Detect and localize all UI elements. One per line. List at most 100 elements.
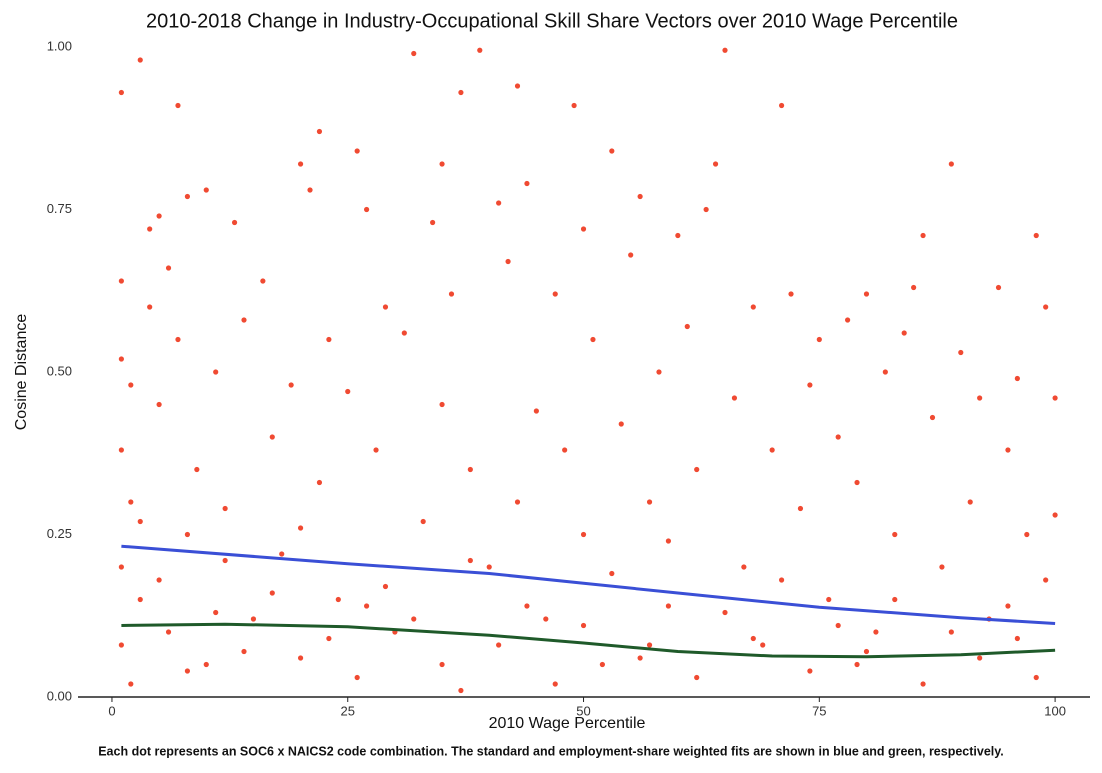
point (128, 382, 134, 388)
point (646, 499, 653, 505)
point (364, 603, 370, 609)
point (156, 213, 162, 219)
point (722, 47, 728, 53)
point (552, 291, 558, 297)
point (156, 577, 162, 583)
point (439, 161, 445, 167)
x-tick-label: 0 (108, 703, 115, 718)
point (722, 609, 728, 616)
point (684, 323, 690, 330)
point (505, 258, 511, 265)
point (665, 603, 672, 609)
point (694, 466, 700, 473)
point (892, 531, 898, 538)
point (147, 226, 153, 232)
point (297, 525, 304, 531)
point (175, 102, 181, 109)
y-tick-label: 0.00 (47, 688, 72, 703)
point (807, 382, 813, 388)
point (137, 596, 143, 603)
y-axis-label: Cosine Distance (13, 314, 30, 431)
point (826, 596, 832, 603)
point (845, 317, 851, 323)
y-tick-label: 0.50 (47, 363, 72, 378)
point (269, 590, 275, 596)
point (948, 161, 954, 167)
point (382, 583, 389, 590)
point (514, 83, 521, 89)
point (920, 681, 926, 687)
x-tick-label: 50 (576, 703, 590, 718)
y-tick-label: 1.00 (47, 38, 72, 53)
point (128, 499, 134, 505)
point (1005, 603, 1011, 609)
point (213, 369, 219, 375)
point (590, 336, 596, 343)
point (448, 291, 455, 297)
point (373, 447, 379, 453)
point (203, 187, 209, 193)
point (741, 564, 747, 570)
point (618, 421, 624, 427)
x-tick-label: 75 (812, 703, 826, 718)
point (901, 330, 907, 336)
chart-title: 2010-2018 Change in Industry-Occupationa… (146, 10, 958, 32)
point (609, 570, 615, 577)
point (118, 89, 124, 96)
point (816, 336, 822, 343)
point (778, 102, 785, 109)
point (156, 401, 162, 408)
point (835, 434, 841, 440)
point (911, 284, 917, 291)
point (892, 596, 898, 603)
point (977, 655, 983, 661)
point (665, 538, 672, 544)
point (599, 661, 605, 668)
point (345, 388, 351, 395)
point (326, 336, 332, 343)
point (496, 200, 502, 206)
point (1014, 375, 1020, 382)
point (496, 642, 502, 648)
point (354, 148, 360, 154)
point (958, 349, 964, 356)
point (533, 408, 539, 414)
point (1043, 304, 1049, 310)
x-tick-label: 100 (1044, 703, 1066, 718)
point (222, 505, 228, 512)
point (835, 622, 841, 629)
point (571, 102, 577, 109)
point (882, 369, 888, 375)
x-axis-label: 2010 Wage Percentile (489, 715, 646, 732)
point (1024, 531, 1030, 538)
point (731, 395, 738, 401)
point (467, 466, 473, 473)
point (326, 635, 332, 642)
point (807, 668, 813, 674)
point (175, 336, 181, 343)
point (637, 193, 643, 200)
point (543, 616, 549, 622)
point (778, 577, 785, 583)
point (1043, 577, 1049, 583)
point (524, 180, 530, 187)
point (250, 616, 257, 622)
point (580, 622, 587, 629)
fit-line (121, 622, 1056, 659)
point (316, 128, 323, 135)
point (1014, 635, 1020, 642)
y-tick-label: 0.25 (47, 526, 72, 541)
point (307, 187, 313, 193)
point (137, 518, 143, 525)
point (854, 661, 860, 668)
point (637, 655, 643, 661)
point (335, 596, 341, 603)
point (656, 369, 662, 375)
point (920, 232, 926, 239)
point (260, 278, 266, 284)
point (760, 642, 766, 648)
point (184, 193, 191, 200)
point (241, 317, 247, 323)
